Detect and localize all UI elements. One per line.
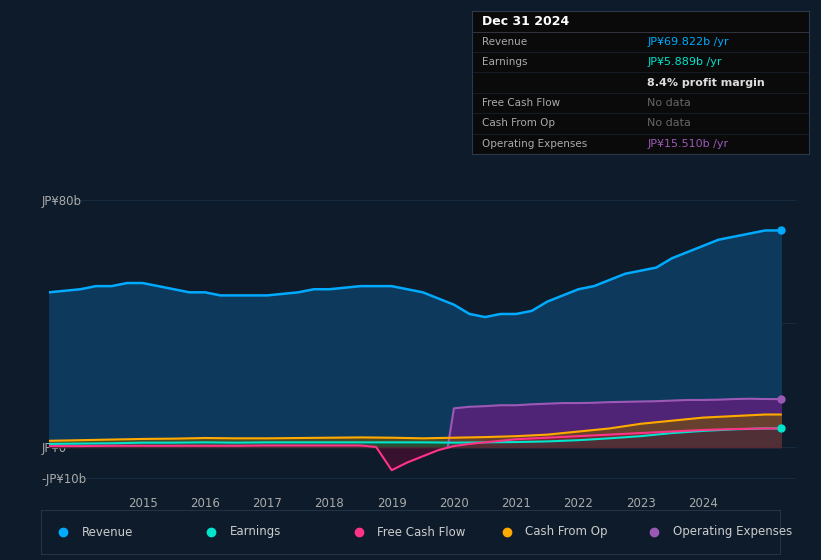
Text: Earnings: Earnings xyxy=(482,57,528,67)
Text: Operating Expenses: Operating Expenses xyxy=(482,139,587,149)
Text: Revenue: Revenue xyxy=(82,525,133,539)
Text: Revenue: Revenue xyxy=(482,37,527,47)
Text: No data: No data xyxy=(647,118,691,128)
Text: Cash From Op: Cash From Op xyxy=(525,525,608,539)
Text: Cash From Op: Cash From Op xyxy=(482,118,555,128)
Text: Earnings: Earnings xyxy=(230,525,281,539)
Text: Operating Expenses: Operating Expenses xyxy=(673,525,792,539)
Text: No data: No data xyxy=(647,98,691,108)
Text: 8.4% profit margin: 8.4% profit margin xyxy=(647,78,765,87)
Text: JP¥69.822b /yr: JP¥69.822b /yr xyxy=(647,37,729,47)
Text: Dec 31 2024: Dec 31 2024 xyxy=(482,15,570,28)
Text: JP¥15.510b /yr: JP¥15.510b /yr xyxy=(647,139,728,149)
Text: Free Cash Flow: Free Cash Flow xyxy=(378,525,466,539)
Text: Free Cash Flow: Free Cash Flow xyxy=(482,98,560,108)
Text: JP¥5.889b /yr: JP¥5.889b /yr xyxy=(647,57,722,67)
